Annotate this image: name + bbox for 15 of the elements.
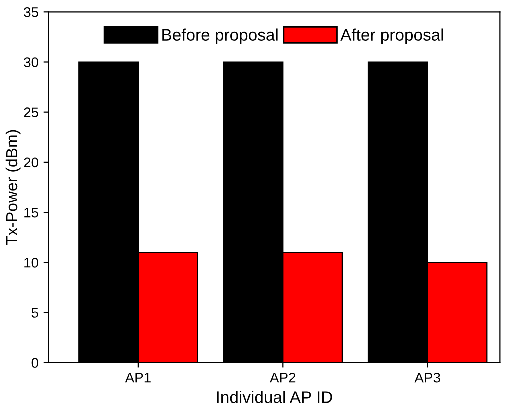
y-tick-label: 25 bbox=[24, 108, 38, 118]
legend-label: After proposal bbox=[340, 28, 444, 44]
y-tick-label: 5 bbox=[32, 308, 38, 318]
y-tick-label: 35 bbox=[24, 7, 38, 18]
y-tick-label: 15 bbox=[24, 208, 38, 218]
y-tick-label: 20 bbox=[24, 158, 38, 168]
x-axis-title: Individual AP ID bbox=[217, 391, 332, 404]
y-tick-label: 30 bbox=[24, 58, 38, 68]
y-tick-label: 0 bbox=[32, 358, 38, 368]
x-tick-label: AP2 bbox=[270, 372, 296, 383]
legend-label: Before proposal bbox=[162, 28, 278, 44]
y-axis-title: Tx-Power (dBm) bbox=[6, 130, 21, 246]
y-tick-label: 10 bbox=[24, 258, 38, 268]
x-tick-label: AP3 bbox=[414, 372, 440, 383]
x-tick-label: AP1 bbox=[125, 373, 151, 383]
